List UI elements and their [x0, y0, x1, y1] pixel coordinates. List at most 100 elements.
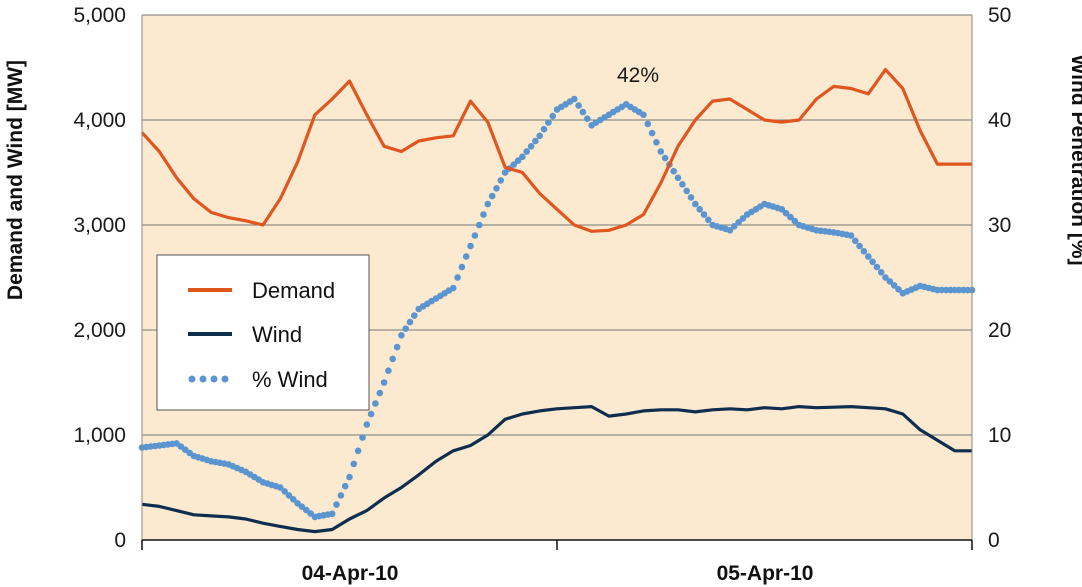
pct-wind-point: [687, 194, 695, 201]
left-axis-ticks: 0 1,000 2,000 3,000 4,000 5,000: [73, 4, 126, 552]
pct-wind-point: [882, 274, 889, 281]
pct-wind-point: [380, 379, 388, 386]
legend-pct-wind-swatch: [188, 375, 229, 383]
pct-wind-point: [778, 206, 786, 213]
pct-wind-point: [376, 389, 384, 397]
pct-wind-point: [648, 129, 656, 137]
pct-wind-point: [726, 227, 734, 234]
pct-wind-point: [385, 367, 392, 375]
pct-wind-point: [700, 211, 708, 218]
pct-wind-point: [398, 332, 405, 339]
pct-wind-point: [454, 274, 461, 281]
series-layer: [138, 68, 976, 534]
pct-wind-point: [402, 325, 410, 333]
peak-annotation: 42%: [617, 64, 659, 87]
pct-wind-point: [679, 181, 686, 188]
pct-wind-point: [290, 496, 297, 503]
pct-wind-point: [527, 143, 535, 150]
pct-wind-point: [328, 510, 336, 518]
legend-demand-label: Demand: [252, 278, 335, 303]
pct-wind-point: [346, 473, 353, 481]
x-category-label-2: 05-Apr-10: [717, 562, 814, 585]
pct-wind-point: [462, 253, 470, 260]
pct-wind-point: [705, 216, 712, 224]
pct-wind-point: [501, 169, 509, 176]
pct-wind-point: [450, 284, 457, 292]
left-tick-label: 5,000: [73, 4, 126, 27]
pct-wind-point: [692, 200, 699, 208]
pct-wind-point: [285, 492, 293, 499]
pct-wind-point: [488, 192, 496, 200]
pct-wind-point: [640, 111, 647, 119]
pct-wind-point: [865, 253, 872, 260]
legend: Demand Wind % Wind: [156, 254, 370, 411]
right-tick-label: 30: [988, 214, 1011, 237]
pct-wind-point: [856, 242, 863, 250]
pct-wind-point: [497, 177, 505, 184]
pct-wind-point: [653, 139, 660, 146]
pct-wind-point: [657, 148, 665, 155]
pct-wind-point: [540, 125, 548, 133]
pct-wind-point: [661, 154, 669, 162]
pct-wind-point: [475, 221, 483, 229]
left-tick-label: 1,000: [73, 424, 126, 447]
right-tick-label: 20: [988, 319, 1011, 342]
pct-wind-point: [354, 447, 362, 455]
right-axis-ticks: 0 10 20 30 40 50: [988, 4, 1011, 552]
left-tick-label: 2,000: [73, 319, 126, 342]
pct-wind-point: [484, 200, 492, 208]
left-tick-label: 0: [114, 529, 126, 552]
left-tick-label: 3,000: [73, 214, 126, 237]
pct-wind-point: [644, 120, 652, 128]
pct-wind-point: [523, 148, 530, 155]
pct-wind-point: [480, 211, 487, 218]
pct-wind-point: [730, 223, 738, 230]
pct-wind-point: [782, 209, 790, 217]
pct-wind-point: [674, 174, 682, 182]
pct-wind-point: [532, 137, 539, 145]
y2-axis-title: Wind Penetration [%]: [1067, 55, 1082, 266]
pct-wind-point: [536, 132, 543, 140]
pct-wind-point: [890, 282, 898, 289]
pct-wind-point: [670, 167, 677, 175]
pct-wind-point: [549, 112, 556, 120]
pct-wind-point: [471, 232, 479, 239]
pct-wind-point: [277, 484, 284, 491]
pct-wind-point: [359, 434, 366, 441]
pct-wind-point: [571, 95, 578, 103]
series-wind-line: [141, 405, 972, 534]
legend-wind-label: Wind: [252, 322, 302, 347]
right-tick-label: 50: [988, 4, 1011, 27]
pct-wind-point: [493, 185, 500, 192]
pct-wind-point: [467, 242, 474, 250]
legend-pct-wind-label: % Wind: [252, 367, 328, 392]
pct-wind-point: [895, 286, 902, 293]
pct-wind-point: [393, 343, 401, 351]
pct-wind-point: [787, 213, 794, 221]
pct-wind-point: [545, 119, 552, 126]
pct-wind-point: [739, 215, 747, 222]
pct-wind-point: [873, 263, 881, 271]
pct-wind-point: [341, 482, 349, 490]
pct-wind-point: [333, 501, 340, 508]
right-tick-label: 40: [988, 109, 1011, 132]
pct-wind-point: [363, 421, 371, 428]
pct-wind-point: [458, 263, 466, 271]
pct-wind-point: [510, 161, 518, 168]
pct-wind-point: [350, 460, 358, 468]
x-category-label-1: 04-Apr-10: [302, 562, 399, 585]
pct-wind-point: [579, 108, 587, 116]
pct-wind-point: [877, 269, 885, 276]
pct-wind-point: [519, 153, 526, 161]
y-axis-title: Demand and Wind [MW]: [4, 60, 27, 300]
pct-wind-point: [852, 237, 859, 245]
pct-wind-point: [337, 492, 345, 499]
pct-wind-point: [791, 217, 799, 225]
pct-wind-point: [869, 258, 876, 266]
pct-wind-point: [584, 115, 591, 122]
pct-wind-point: [389, 355, 397, 363]
pct-wind-point: [735, 219, 742, 226]
pct-wind-point: [847, 232, 855, 239]
pct-wind-point: [411, 312, 418, 319]
